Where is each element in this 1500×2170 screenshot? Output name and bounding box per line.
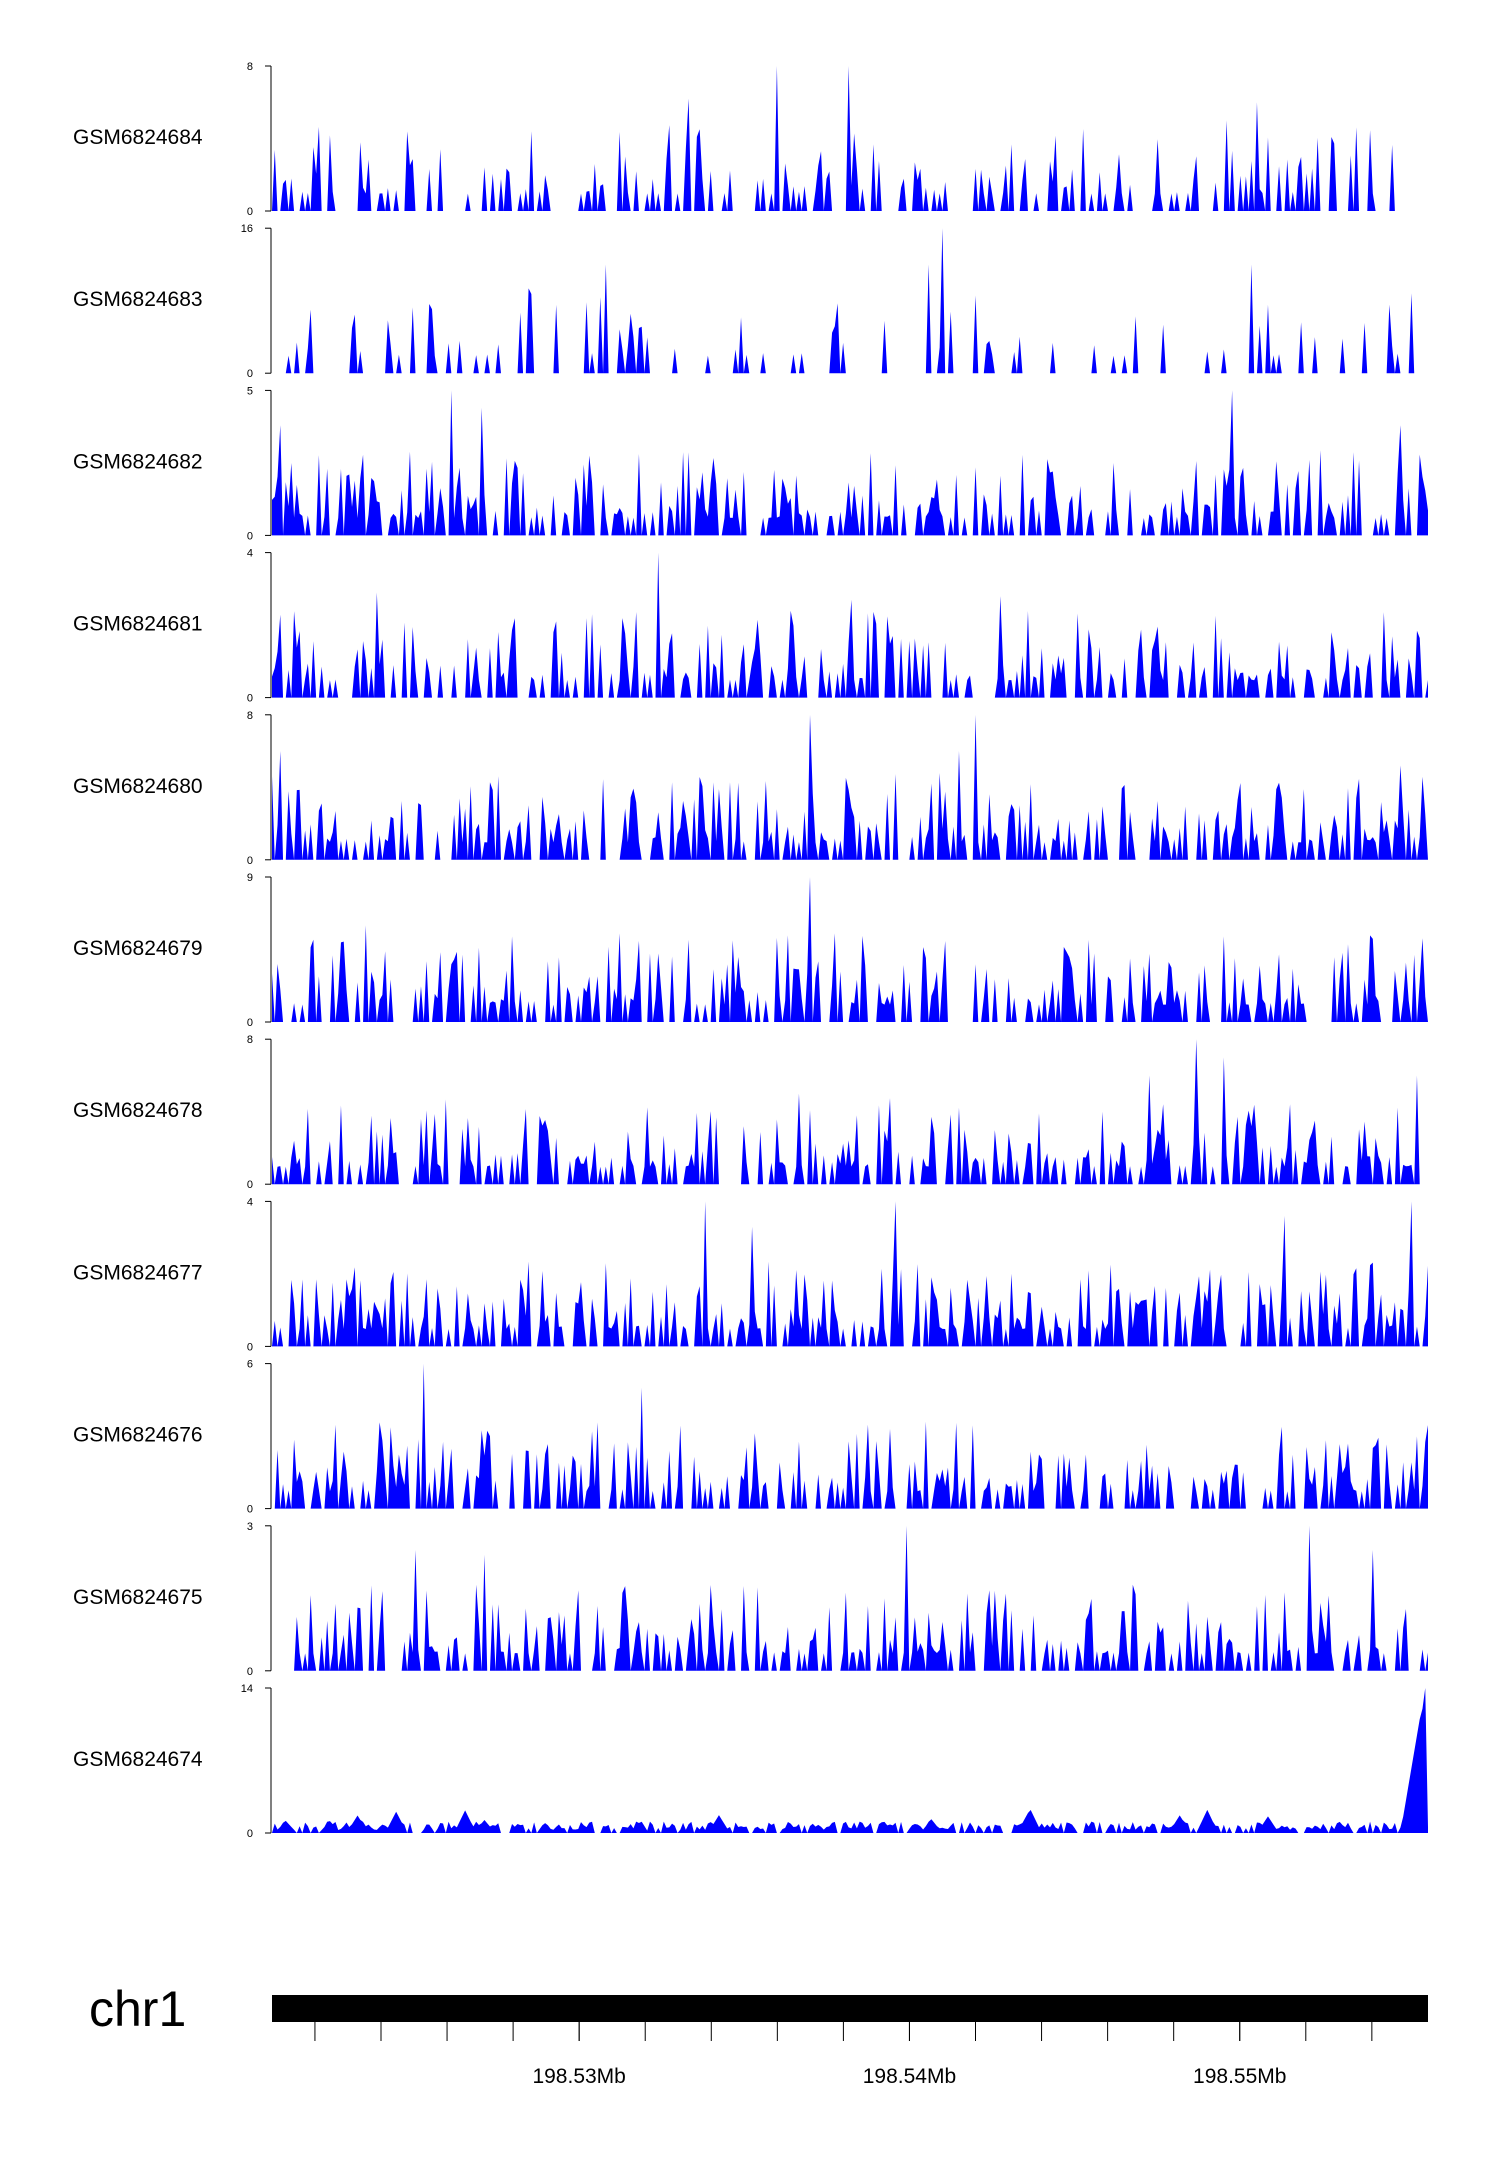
track-GSM6824683: GSM6824683 16 0 — [73, 223, 1428, 380]
chromosome-ideogram-bar — [272, 1995, 1428, 2022]
track-GSM6824681: GSM6824681 4 0 — [73, 548, 1428, 705]
track-label: GSM6824677 — [73, 1261, 203, 1284]
y-max-label: 14 — [241, 1683, 253, 1695]
genome-axis: 198.53Mb 198.54Mb 198.55Mb — [314, 2022, 1373, 2088]
y-max-label: 3 — [247, 1521, 253, 1533]
track-GSM6824679: GSM6824679 9 0 — [73, 872, 1428, 1029]
y-min-label: 0 — [247, 693, 253, 705]
track-label: GSM6824683 — [73, 288, 203, 311]
coverage-area — [272, 1688, 1428, 1833]
track-label: GSM6824678 — [73, 1099, 203, 1122]
track-label: GSM6824675 — [73, 1586, 203, 1609]
axis-tick-label: 198.54Mb — [863, 2065, 956, 2088]
y-min-label: 0 — [247, 1666, 253, 1678]
axis-tick-label: 198.53Mb — [532, 2065, 625, 2088]
coverage-area — [272, 1201, 1428, 1347]
y-min-label: 0 — [247, 855, 253, 867]
y-min-label: 0 — [247, 206, 253, 218]
y-max-label: 8 — [247, 1034, 253, 1046]
y-min-label: 0 — [247, 368, 253, 380]
track-label: GSM6824682 — [73, 450, 203, 473]
track-GSM6824684: GSM6824684 8 0 — [73, 61, 1428, 218]
track-GSM6824674: GSM6824674 14 0 — [73, 1683, 1428, 1840]
track-label: GSM6824674 — [73, 1748, 203, 1771]
y-min-label: 0 — [247, 1017, 253, 1029]
tracks-layer: GSM682468480GSM6824683160GSM682468250GSM… — [73, 61, 1428, 1840]
coverage-area — [272, 390, 1428, 536]
coverage-area — [272, 66, 1428, 211]
y-max-label: 4 — [247, 1196, 253, 1208]
track-GSM6824678: GSM6824678 8 0 — [73, 1034, 1428, 1191]
track-label: GSM6824679 — [73, 937, 203, 960]
track-GSM6824680: GSM6824680 8 0 — [73, 710, 1428, 867]
y-max-label: 9 — [247, 872, 253, 884]
track-label: GSM6824681 — [73, 613, 203, 636]
y-max-label: 8 — [247, 710, 253, 722]
track-GSM6824675: GSM6824675 3 0 — [73, 1521, 1428, 1678]
coverage-area — [272, 552, 1428, 698]
coverage-area — [272, 877, 1428, 1022]
y-max-label: 6 — [247, 1359, 253, 1371]
coverage-area — [272, 1039, 1428, 1185]
y-min-label: 0 — [247, 1341, 253, 1353]
y-max-label: 4 — [247, 548, 253, 560]
coverage-area — [272, 1363, 1428, 1509]
y-max-label: 16 — [241, 223, 253, 235]
y-min-label: 0 — [247, 1828, 253, 1840]
y-max-label: 8 — [247, 61, 253, 73]
y-min-label: 0 — [247, 1179, 253, 1191]
y-max-label: 5 — [247, 385, 253, 397]
track-label: GSM6824676 — [73, 1424, 203, 1447]
y-min-label: 0 — [247, 530, 253, 542]
y-min-label: 0 — [247, 1504, 253, 1516]
track-GSM6824677: GSM6824677 4 0 — [73, 1196, 1428, 1353]
coverage-area — [272, 1525, 1428, 1671]
chromosome-label: chr1 — [89, 1981, 186, 2037]
axis-tick-label: 198.55Mb — [1193, 2065, 1286, 2088]
track-GSM6824682: GSM6824682 5 0 — [73, 385, 1428, 542]
coverage-area — [272, 228, 1428, 374]
track-label: GSM6824684 — [73, 126, 203, 149]
coverage-area — [272, 714, 1428, 860]
track-GSM6824676: GSM6824676 6 0 — [73, 1359, 1428, 1516]
track-label: GSM6824680 — [73, 775, 203, 798]
